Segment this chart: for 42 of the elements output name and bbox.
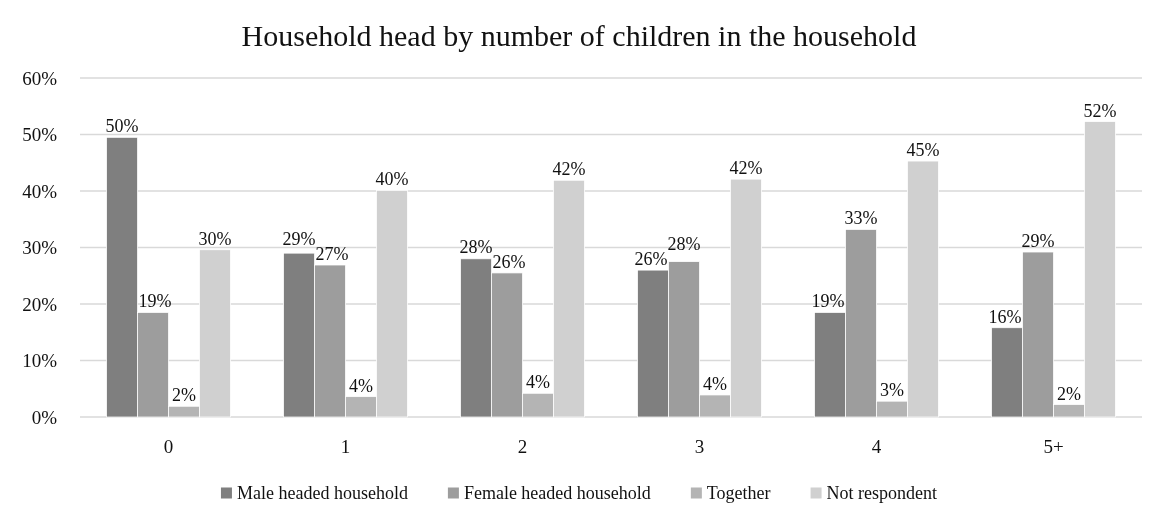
x-tick-label: 4 [871, 435, 882, 457]
y-tick-label: 10% [22, 350, 58, 372]
data-label: 50% [105, 116, 139, 137]
data-label: 4% [525, 372, 550, 393]
data-label: 40% [375, 169, 409, 190]
data-label: 3% [879, 380, 904, 401]
x-tick-label: 0 [163, 435, 174, 457]
data-label: 16% [988, 306, 1022, 327]
data-label: 19% [138, 291, 172, 312]
y-tick-label: 40% [22, 180, 58, 202]
x-tick-label: 1 [340, 435, 351, 457]
data-label: 52% [1083, 100, 1117, 121]
data-label: 2% [171, 385, 196, 406]
data-label: 29% [1021, 231, 1055, 252]
data-label: 4% [702, 373, 727, 394]
data-label: 28% [667, 233, 701, 254]
legend-label: Together [706, 483, 771, 503]
legend-label: Female headed household [463, 483, 651, 503]
y-tick-label: 0% [31, 406, 58, 428]
data-label: 19% [811, 291, 845, 312]
data-label: 30% [198, 228, 232, 249]
data-label: 26% [492, 251, 526, 272]
data-label: 27% [315, 244, 349, 265]
chart-title: Household head by number of children in the household [241, 19, 917, 52]
legend-label: Not respondent [826, 483, 938, 503]
y-tick-label: 30% [22, 237, 58, 259]
x-tick-label: 5+ [1043, 435, 1064, 457]
y-tick-label: 60% [22, 67, 58, 89]
x-tick-label: 2 [517, 435, 528, 457]
data-label: 45% [906, 140, 940, 161]
data-label: 29% [282, 228, 316, 249]
data-label: 33% [844, 208, 878, 229]
y-tick-label: 20% [22, 293, 58, 315]
data-label: 42% [552, 159, 586, 180]
data-label: 2% [1056, 383, 1081, 404]
data-label: 28% [459, 236, 493, 257]
data-label: 26% [634, 249, 668, 270]
x-tick-label: 3 [694, 435, 705, 457]
y-tick-label: 50% [22, 124, 58, 146]
legend-label: Male headed household [236, 483, 408, 503]
data-label: 42% [729, 158, 763, 179]
data-label: 4% [348, 375, 373, 396]
